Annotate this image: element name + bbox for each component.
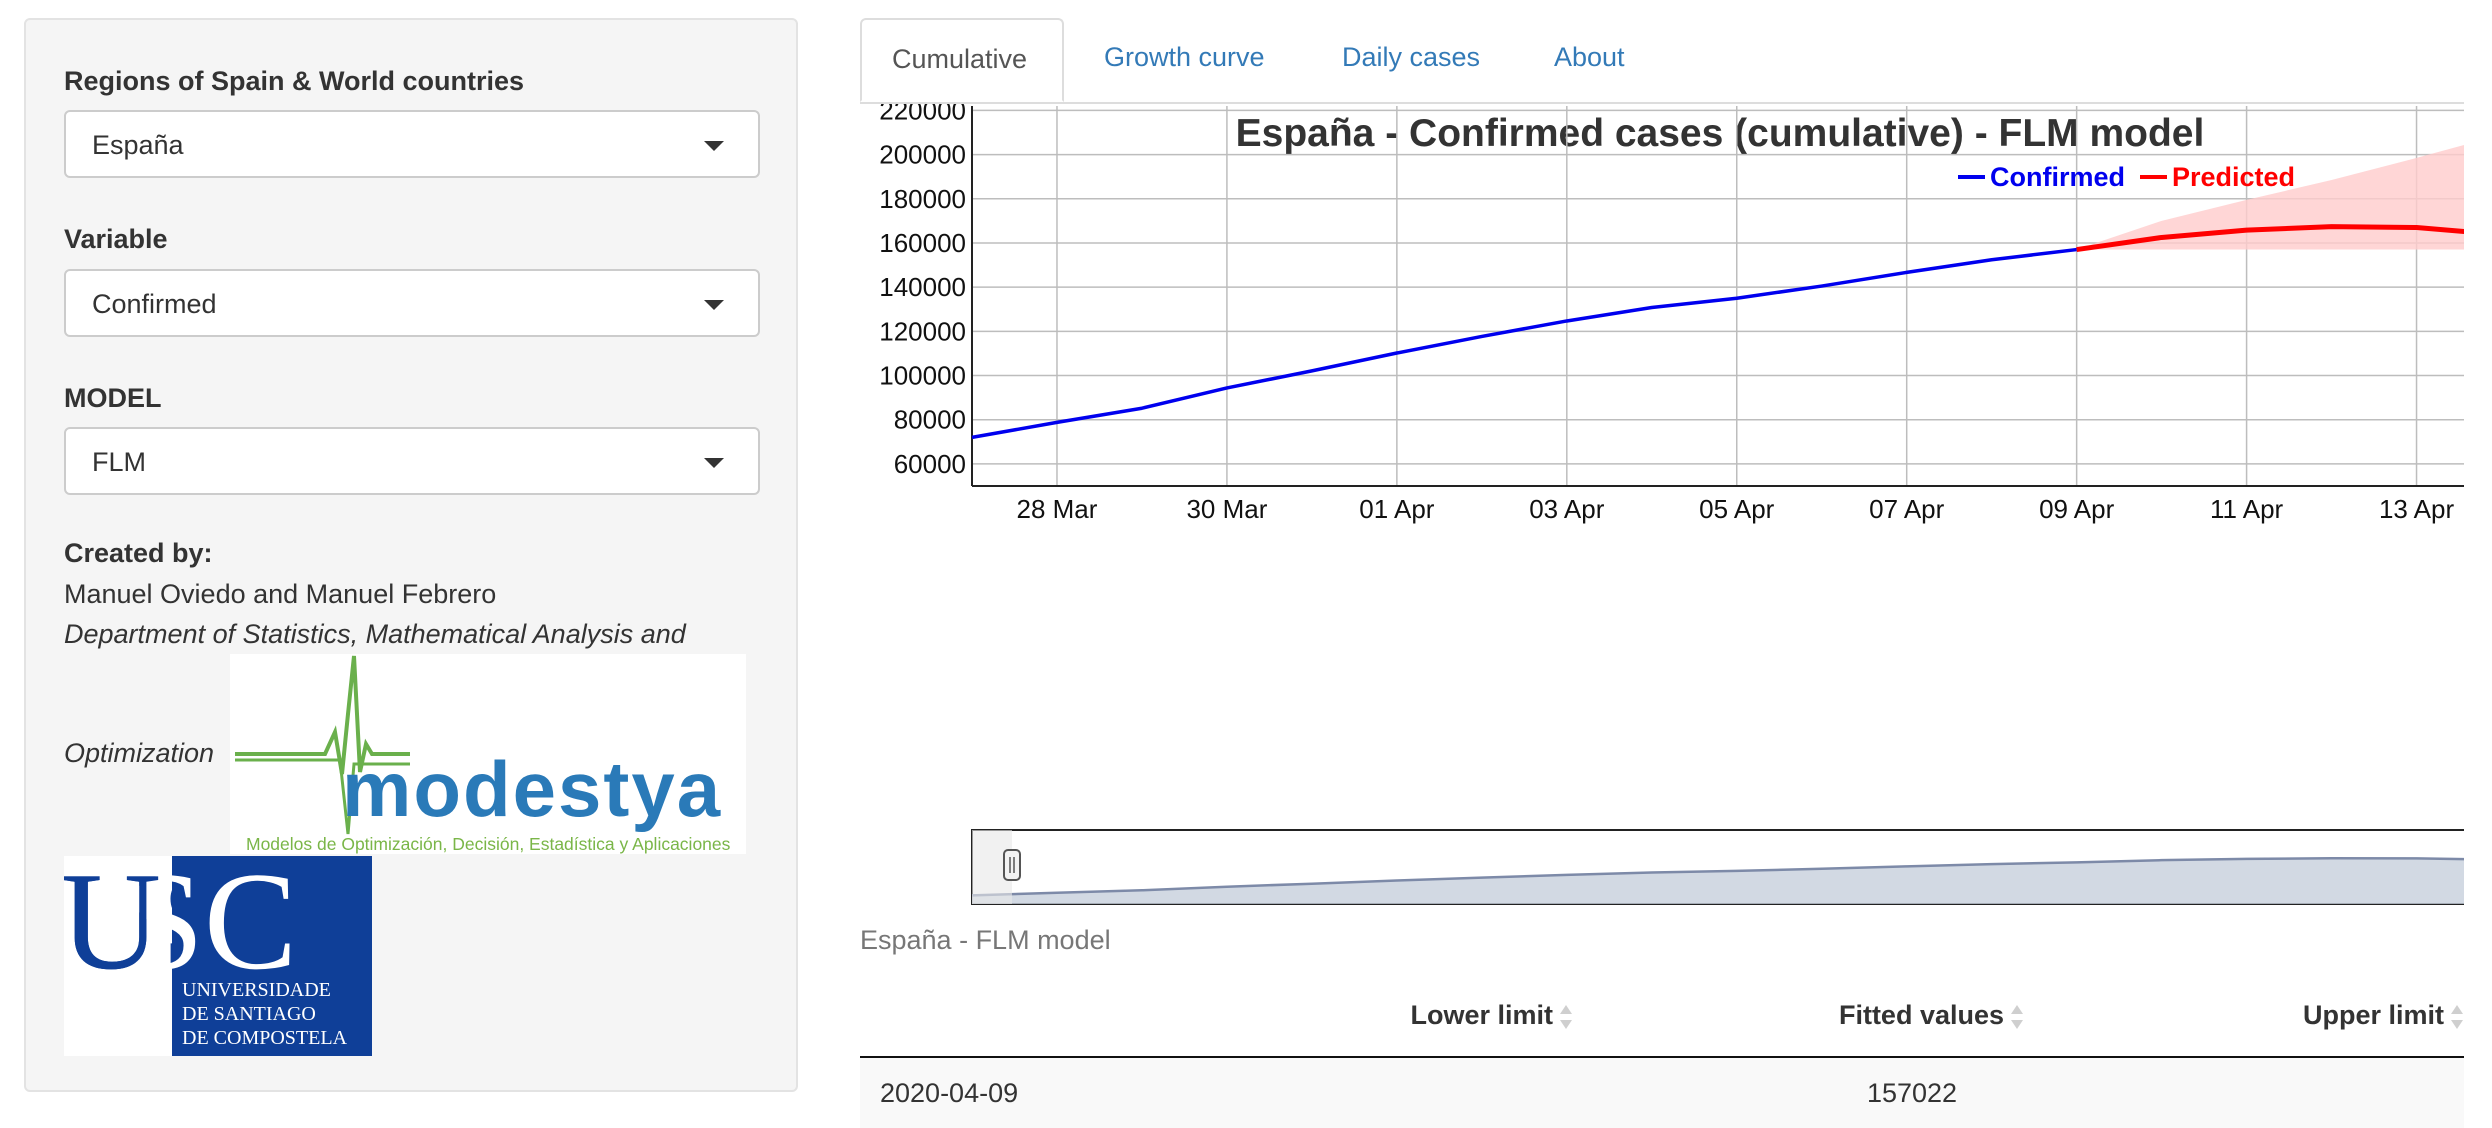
y-tick-label: 100000: [879, 361, 966, 391]
chart-legend: Confirmed Predicted: [1958, 162, 2295, 192]
credits-title: Created by:: [64, 538, 213, 568]
credits-department-cont: Optimization: [64, 738, 215, 768]
col-header-upper-label: Upper limit: [2302, 1000, 2444, 1030]
x-tick-label: 01 Apr: [1359, 494, 1435, 524]
legend-predicted: Predicted: [2172, 162, 2295, 192]
y-tick-label: 120000: [879, 316, 966, 346]
credits-authors: Manuel Oviedo and Manuel Febrero: [64, 579, 497, 609]
legend-confirmed: Confirmed: [1990, 162, 2125, 192]
sidebar-panel: Regions of Spain & World countries Españ…: [24, 18, 798, 1092]
model-select-value: FLM: [92, 447, 146, 477]
chart-title: España - Confirmed cases (cumulative) - …: [1236, 112, 2205, 155]
prediction-interval-band: [2076, 144, 2464, 250]
tab-cumulative-label: Cumulative: [892, 44, 1028, 74]
cell-fitted: 157022: [1866, 1078, 1958, 1108]
col-header-upper-limit[interactable]: Upper limit: [2303, 1000, 2464, 1031]
table-header-divider: [860, 1056, 2464, 1058]
x-tick-label: 09 Apr: [2039, 494, 2115, 524]
chevron-down-icon: [704, 458, 724, 468]
svg-text:SC: SC: [126, 856, 297, 999]
col-header-lower-limit[interactable]: Lower limit: [1410, 1000, 1573, 1031]
sort-icon: [1559, 1003, 1573, 1031]
col-header-fitted-values[interactable]: Fitted values: [1839, 1000, 2024, 1031]
region-select[interactable]: España: [64, 110, 760, 178]
range-selector-area: [972, 858, 2464, 904]
modestya-logo: modestya Modelos de Optimización, Decisi…: [230, 654, 746, 854]
modestya-logo-text: modestya: [342, 745, 722, 833]
x-tick-label: 30 Mar: [1186, 494, 1267, 524]
x-tick-label: 03 Apr: [1529, 494, 1605, 524]
tab-cumulative[interactable]: Cumulative: [860, 18, 1064, 102]
svg-text:U: U: [64, 856, 161, 999]
cell-date: 2020-04-09: [880, 1078, 1019, 1108]
prediction-band-layer: [2076, 144, 2464, 250]
chart-axes: 60000 80000 100000 120000 140000 160000 180000…: [879, 104, 2464, 524]
variable-select-value: Confirmed: [92, 289, 217, 319]
series-line-predicted: [2076, 224, 2464, 253]
variable-label: Variable: [64, 224, 168, 254]
col-header-lower-label: Lower limit: [1410, 1000, 1553, 1030]
modestya-tagline: Modelos de Optimización, Decisión, Estad…: [246, 834, 731, 854]
series-line-confirmed: [971, 247, 2077, 440]
tab-about[interactable]: About: [1554, 42, 1625, 72]
model-label: MODEL: [64, 383, 162, 413]
y-tick-label: 200000: [879, 140, 966, 170]
cumulative-chart: España - Confirmed cases (cumulative) - …: [879, 104, 2464, 905]
sort-icon: [2010, 1003, 2024, 1031]
sort-icon: [2450, 1003, 2464, 1031]
region-label: Regions of Spain & World countries: [64, 66, 525, 96]
x-tick-label: 05 Apr: [1699, 494, 1775, 524]
range-selector-line: [971, 857, 2464, 897]
table-row: [860, 1058, 2464, 1128]
x-tick-label: 11 Apr: [2210, 494, 2284, 524]
x-tick-label: 07 Apr: [1869, 494, 1945, 524]
model-select[interactable]: FLM: [64, 427, 760, 495]
region-select-value: España: [92, 130, 184, 160]
usc-logo: USC SC UNIVERSIDADE DE SANTIAGO DE COMPO…: [60, 844, 372, 1056]
table-caption: España - FLM model: [860, 925, 1111, 955]
col-header-fitted-label: Fitted values: [1838, 1000, 2004, 1030]
usc-line-3: DE COMPOSTELA: [182, 1027, 348, 1049]
range-handle-left[interactable]: [1003, 849, 1021, 881]
chevron-down-icon: [704, 300, 724, 310]
y-tick-label: 220000: [879, 104, 966, 125]
y-tick-label: 80000: [894, 405, 966, 435]
tab-daily-cases[interactable]: Daily cases: [1342, 42, 1481, 72]
y-tick-label: 180000: [879, 184, 966, 214]
variable-select[interactable]: Confirmed: [64, 269, 760, 337]
x-tick-label: 13 Apr: [2379, 494, 2455, 524]
tab-growth-curve[interactable]: Growth curve: [1104, 42, 1265, 72]
x-tick-label: 28 Mar: [1017, 494, 1098, 524]
usc-line-1: UNIVERSIDADE: [182, 979, 331, 1001]
chevron-down-icon: [704, 141, 724, 151]
y-tick-label: 60000: [894, 449, 966, 479]
series-layer: [971, 224, 2464, 440]
range-selector[interactable]: [971, 829, 2464, 905]
tab-bar: Cumulative Growth curve Daily cases Abou…: [860, 18, 2464, 104]
y-tick-label: 160000: [879, 228, 966, 258]
credits-department: Department of Statistics, Mathematical A…: [64, 619, 686, 649]
y-tick-label: 140000: [879, 272, 966, 302]
usc-line-2: DE SANTIAGO: [182, 1003, 316, 1025]
